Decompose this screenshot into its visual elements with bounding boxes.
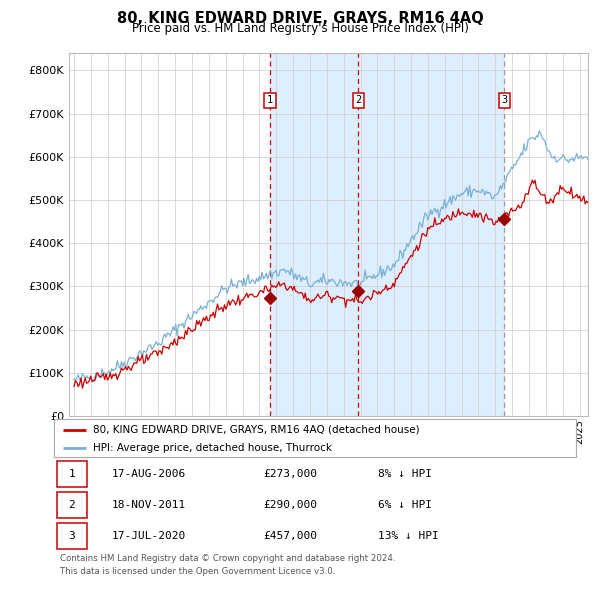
Text: This data is licensed under the Open Government Licence v3.0.: This data is licensed under the Open Gov… — [60, 567, 335, 576]
Text: Contains HM Land Registry data © Crown copyright and database right 2024.: Contains HM Land Registry data © Crown c… — [60, 554, 395, 563]
Text: 80, KING EDWARD DRIVE, GRAYS, RM16 4AQ (detached house): 80, KING EDWARD DRIVE, GRAYS, RM16 4AQ (… — [93, 425, 420, 435]
Text: 1: 1 — [68, 470, 75, 479]
Text: £290,000: £290,000 — [263, 500, 317, 510]
Text: 80, KING EDWARD DRIVE, GRAYS, RM16 4AQ: 80, KING EDWARD DRIVE, GRAYS, RM16 4AQ — [116, 11, 484, 25]
Text: 2: 2 — [68, 500, 75, 510]
Bar — [270, 53, 505, 416]
Bar — [56, 461, 87, 487]
Text: 2: 2 — [355, 95, 362, 105]
Text: 3: 3 — [68, 531, 75, 540]
Text: HPI: Average price, detached house, Thurrock: HPI: Average price, detached house, Thur… — [93, 442, 332, 453]
Text: £457,000: £457,000 — [263, 531, 317, 540]
Bar — [56, 523, 87, 549]
Text: Price paid vs. HM Land Registry's House Price Index (HPI): Price paid vs. HM Land Registry's House … — [131, 22, 469, 35]
Text: 8% ↓ HPI: 8% ↓ HPI — [377, 470, 431, 479]
Text: 3: 3 — [501, 95, 508, 105]
Text: 6% ↓ HPI: 6% ↓ HPI — [377, 500, 431, 510]
Text: 18-NOV-2011: 18-NOV-2011 — [112, 500, 185, 510]
Text: 1: 1 — [267, 95, 273, 105]
Text: 17-JUL-2020: 17-JUL-2020 — [112, 531, 185, 540]
Text: 17-AUG-2006: 17-AUG-2006 — [112, 470, 185, 479]
Bar — [56, 492, 87, 518]
Text: 13% ↓ HPI: 13% ↓ HPI — [377, 531, 439, 540]
Text: £273,000: £273,000 — [263, 470, 317, 479]
